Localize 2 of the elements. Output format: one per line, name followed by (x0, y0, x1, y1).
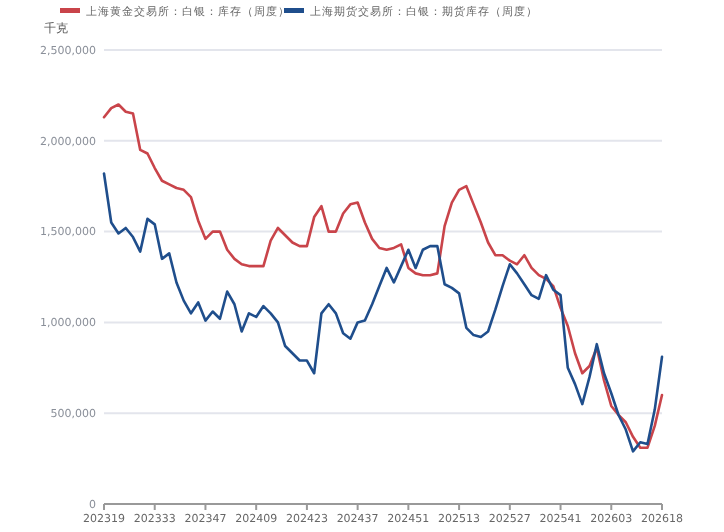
line-series (102, 172, 664, 453)
line-series (102, 103, 664, 449)
